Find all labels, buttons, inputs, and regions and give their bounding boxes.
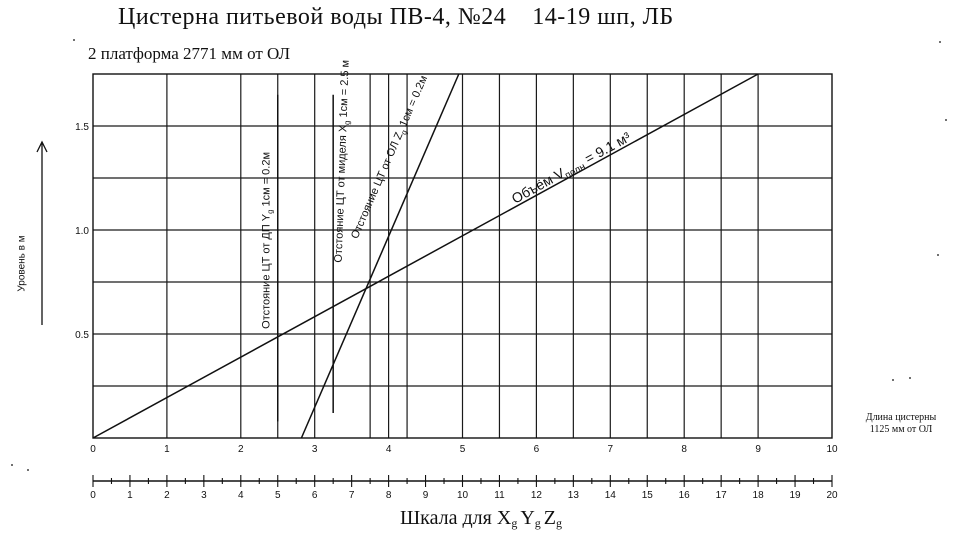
x-tick-label-10: 10: [826, 444, 838, 455]
axis-ticks: 0 1 2 3 4 5 6 7 8 9 10 0.5 1.0 1.5: [75, 122, 838, 455]
x-tick-label-1: 1: [164, 444, 170, 455]
series-label-2-main: Отстояние ЦТ от ДП Y: [261, 213, 273, 329]
series-label-2: Отстояние ЦТ от ДП Yg 1см = 0.2м: [261, 152, 275, 329]
scale2-label-19: 19: [789, 490, 801, 501]
x-tick-label-7: 7: [608, 444, 614, 455]
x-tick-label-0: 0: [90, 444, 96, 455]
x-tick-label-2: 2: [238, 444, 244, 455]
x-tick-label-6: 6: [534, 444, 540, 455]
series-label-0-main: Объём V: [509, 164, 568, 206]
scale2-label-3: 3: [201, 490, 207, 501]
x-axis-label-sub-y: g: [534, 516, 541, 530]
y-tick-label-1: 1.0: [75, 226, 89, 237]
scan-specks: [11, 39, 947, 471]
x-axis-label-sub-x: g: [511, 516, 518, 530]
tank-length-note: Длина цистерны 1125 мм от ОЛ: [836, 412, 966, 436]
x-tick-label-9: 9: [755, 444, 761, 455]
chart-title: Цистерна питьевой воды ПВ-4, №24 14-19 шп…: [118, 4, 674, 31]
scale2-label-10: 10: [457, 490, 469, 501]
y-tick-label-2: 1.5: [75, 122, 89, 133]
series-label-1-sub: g: [399, 129, 409, 137]
plot-border: [92, 73, 833, 439]
scale2-label-14: 14: [605, 490, 617, 501]
title-main: Цистерна питьевой воды ПВ-4, №24: [118, 4, 507, 30]
scale2-label-4: 4: [238, 490, 244, 501]
x-tick-label-5: 5: [460, 444, 466, 455]
series-label-1-main: Отстояние ЦТ от ОЛ Z: [349, 130, 406, 240]
scale2-label-16: 16: [679, 490, 691, 501]
scale2-label-7: 7: [349, 490, 355, 501]
x-axis-label: Шкала для Xg Yg Zg: [400, 507, 565, 531]
scale2-label-13: 13: [568, 490, 580, 501]
series-line-0: [92, 73, 759, 439]
tank-length-note-line1: Длина цистерны: [865, 412, 937, 423]
series-line-1: [300, 73, 460, 439]
scale2-label-15: 15: [642, 490, 654, 501]
scale2-label-17: 17: [716, 490, 728, 501]
scale2-label-6: 6: [312, 490, 318, 501]
scale2-label-5: 5: [275, 490, 281, 501]
plot-frame: [92, 73, 833, 439]
x-axis-label-x: Шкала для X: [400, 507, 512, 529]
scale2-label-20: 20: [826, 490, 838, 501]
scale2-label-0: 0: [90, 490, 96, 501]
chart-subtitle: 2 платформа 2771 мм от ОЛ: [88, 44, 290, 63]
series-label-0: Объём Vполн = 9.1 м³: [509, 128, 635, 209]
y-direction-arrow: [36, 140, 48, 325]
series-label-2-sub: g: [266, 210, 275, 214]
scale2-label-1: 1: [127, 490, 133, 501]
x-tick-label-3: 3: [312, 444, 318, 455]
series-label-3-sub: g: [342, 121, 351, 126]
series-label-1: Отстояние ЦТ от ОЛ Zg 1см = 0.2м: [349, 74, 432, 242]
x-tick-label-4: 4: [386, 444, 392, 455]
series-label-2-rest: 1см = 0.2м: [261, 152, 273, 210]
series-label-3: Отстояние ЦТ от миделя Xg 1см = 2.5 м: [333, 60, 354, 263]
x-tick-label-8: 8: [681, 444, 687, 455]
series-label-0-rest: = 9.1 м³: [578, 128, 633, 168]
x-axis-label-sub-z: g: [555, 516, 562, 530]
secondary-scale: 0 1 2 3 4 5 6 7 8 9 10 11 12 13 14 15 16 17 18 19 20: [90, 475, 838, 501]
series-label-3-main: Отстояние ЦТ от миделя X: [333, 124, 350, 263]
title-suffix: 14-19 шп, ЛБ: [532, 4, 674, 30]
scale2-label-11: 11: [494, 490, 505, 501]
scale2-label-8: 8: [386, 490, 392, 501]
chart-series: [92, 73, 759, 439]
scale2-label-9: 9: [423, 490, 429, 501]
chart-grid: [93, 74, 832, 438]
scale2-label-12: 12: [531, 490, 543, 501]
scale2-label-2: 2: [164, 490, 170, 501]
tank-length-note-line2: 1125 мм от ОЛ: [869, 424, 933, 435]
scale2-label-18: 18: [753, 490, 765, 501]
series-label-3-rest: 1см = 2.5 м: [338, 60, 352, 121]
series-label-1-rest: 1см = 0.2м: [396, 74, 430, 132]
x-axis-label-y: Y: [520, 507, 535, 529]
x-axis-label-z: Z: [543, 507, 556, 529]
y-tick-label-0: 0.5: [75, 330, 89, 341]
